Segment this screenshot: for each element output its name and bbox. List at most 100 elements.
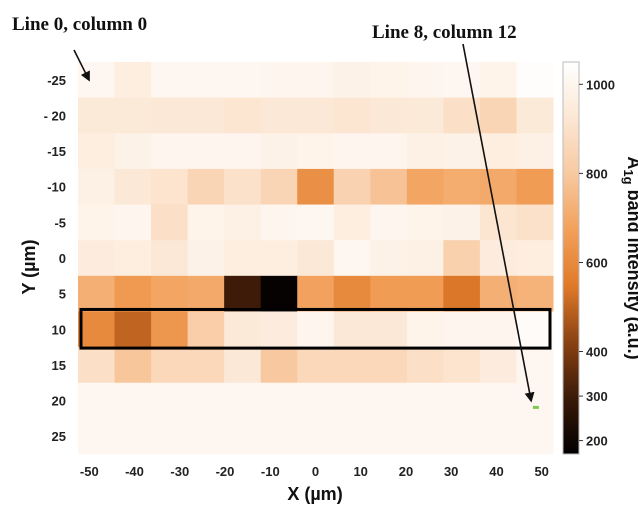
y-axis-label: Y (µm) (19, 239, 39, 294)
annotation-line-0: Line 0, column 0 (12, 14, 147, 35)
heatmap-cell (516, 204, 554, 241)
y-tick-label: 0 (59, 251, 66, 266)
heatmap-cell (114, 311, 152, 348)
heatmap-cell (406, 382, 444, 419)
heatmap-cell (333, 240, 371, 277)
heatmap-cell (224, 382, 262, 419)
heatmap-cell (333, 275, 371, 312)
heatmap-cell (516, 311, 554, 348)
heatmap-cell (78, 168, 116, 206)
heatmap-cell (260, 240, 298, 277)
heatmap-cell (516, 97, 554, 134)
heatmap-cell (114, 275, 152, 312)
colorbar-tick-label: 600 (586, 256, 608, 271)
heatmap-cell (516, 168, 554, 206)
heatmap-cell (151, 240, 189, 277)
heatmap-cell (297, 418, 335, 455)
y-tick-label: -15 (47, 144, 66, 159)
heatmap-cell (370, 97, 408, 134)
heatmap-cell (297, 382, 335, 419)
heatmap-cell (260, 133, 298, 170)
heatmap-cell (479, 204, 517, 241)
heatmap-cell (443, 275, 481, 312)
y-tick-label: 15 (52, 358, 66, 373)
heatmap-cell (114, 418, 152, 455)
heatmap-cell (443, 168, 481, 206)
heatmap-cell (516, 418, 554, 455)
heatmap-cell (151, 204, 189, 241)
heatmap-cell (406, 168, 444, 206)
heatmap-cell (187, 168, 225, 206)
heatmap-cell (406, 418, 444, 455)
x-axis-label: X (µm) (287, 484, 342, 504)
heatmap-cell (187, 382, 225, 419)
heatmap-cell (297, 347, 335, 384)
heatmap-cell (479, 240, 517, 277)
y-tick-label: 5 (59, 287, 66, 302)
colorbar-label: A1g band intensity (a.u.) (621, 156, 638, 359)
x-tick-label: -10 (261, 464, 280, 479)
heatmap-cell (187, 311, 225, 348)
annotations: Line 0, column 0 Line 8, column 12 (12, 14, 535, 403)
colorbar-label-main: A (624, 156, 638, 169)
heatmap-cell (151, 347, 189, 384)
heatmap-cell (260, 204, 298, 241)
heatmap-cell (260, 62, 298, 99)
colorbar-tick-label: 300 (586, 389, 608, 404)
colorbar (562, 61, 580, 455)
heatmap-cell (370, 382, 408, 419)
heatmap-cell (78, 133, 116, 170)
heatmap-cell (187, 275, 225, 312)
heatmap-cell (78, 204, 116, 241)
heatmap-cell (224, 418, 262, 455)
heatmap-cell (406, 133, 444, 170)
heatmap-cell (114, 240, 152, 277)
x-tick-label: -50 (80, 464, 99, 479)
heatmap-cell (151, 168, 189, 206)
heatmap-cell (443, 240, 481, 277)
heatmap-cell (479, 347, 517, 384)
x-tick-label: 40 (489, 464, 503, 479)
y-tick-label: 10 (52, 322, 66, 337)
heatmap-cell (297, 97, 335, 134)
heatmap-cell (78, 240, 116, 277)
heatmap-cell (260, 418, 298, 455)
colorbar-tick-label: 1000 (586, 77, 615, 92)
heatmap-cell (260, 168, 298, 206)
heatmap-cell (151, 275, 189, 312)
heatmap-cell (78, 418, 116, 455)
heatmap-cell (443, 204, 481, 241)
heatmap-cell (406, 97, 444, 134)
heatmap-cell (260, 382, 298, 419)
heatmap-cell (187, 204, 225, 241)
heatmap-cell (114, 62, 152, 99)
colorbar-ticks: 200 300 400 600 800 1000 (579, 77, 615, 449)
heatmap-cell (333, 418, 371, 455)
heatmap-cell (78, 382, 116, 419)
y-tick-label: - 20 (44, 109, 66, 124)
heatmap-cell (333, 204, 371, 241)
annotation-line-8: Line 8, column 12 (372, 22, 517, 43)
heatmap-cell (297, 240, 335, 277)
heatmap-cell (187, 97, 225, 134)
heatmap-cell (406, 347, 444, 384)
heatmap-cell (333, 382, 371, 419)
heatmap-cell (333, 347, 371, 384)
heatmap-cell (516, 240, 554, 277)
heatmap-cell (406, 311, 444, 348)
scale-bar (532, 405, 539, 409)
colorbar-label-sub: 1g (621, 169, 636, 184)
colorbar-label-rest: band intensity (a.u.) (624, 185, 638, 360)
x-tick-label: -20 (216, 464, 235, 479)
y-tick-label: -25 (47, 73, 66, 88)
x-tick-label: 50 (534, 464, 548, 479)
heatmap-cell (516, 133, 554, 170)
y-tick-label: 25 (52, 429, 66, 444)
heatmap-cell (114, 97, 152, 134)
heatmap-cell (187, 347, 225, 384)
heatmap-cell (443, 133, 481, 170)
heatmap-cell (114, 168, 152, 206)
heatmap-cell (187, 240, 225, 277)
heatmap-cell (297, 168, 335, 206)
heatmap-cell (224, 311, 262, 348)
